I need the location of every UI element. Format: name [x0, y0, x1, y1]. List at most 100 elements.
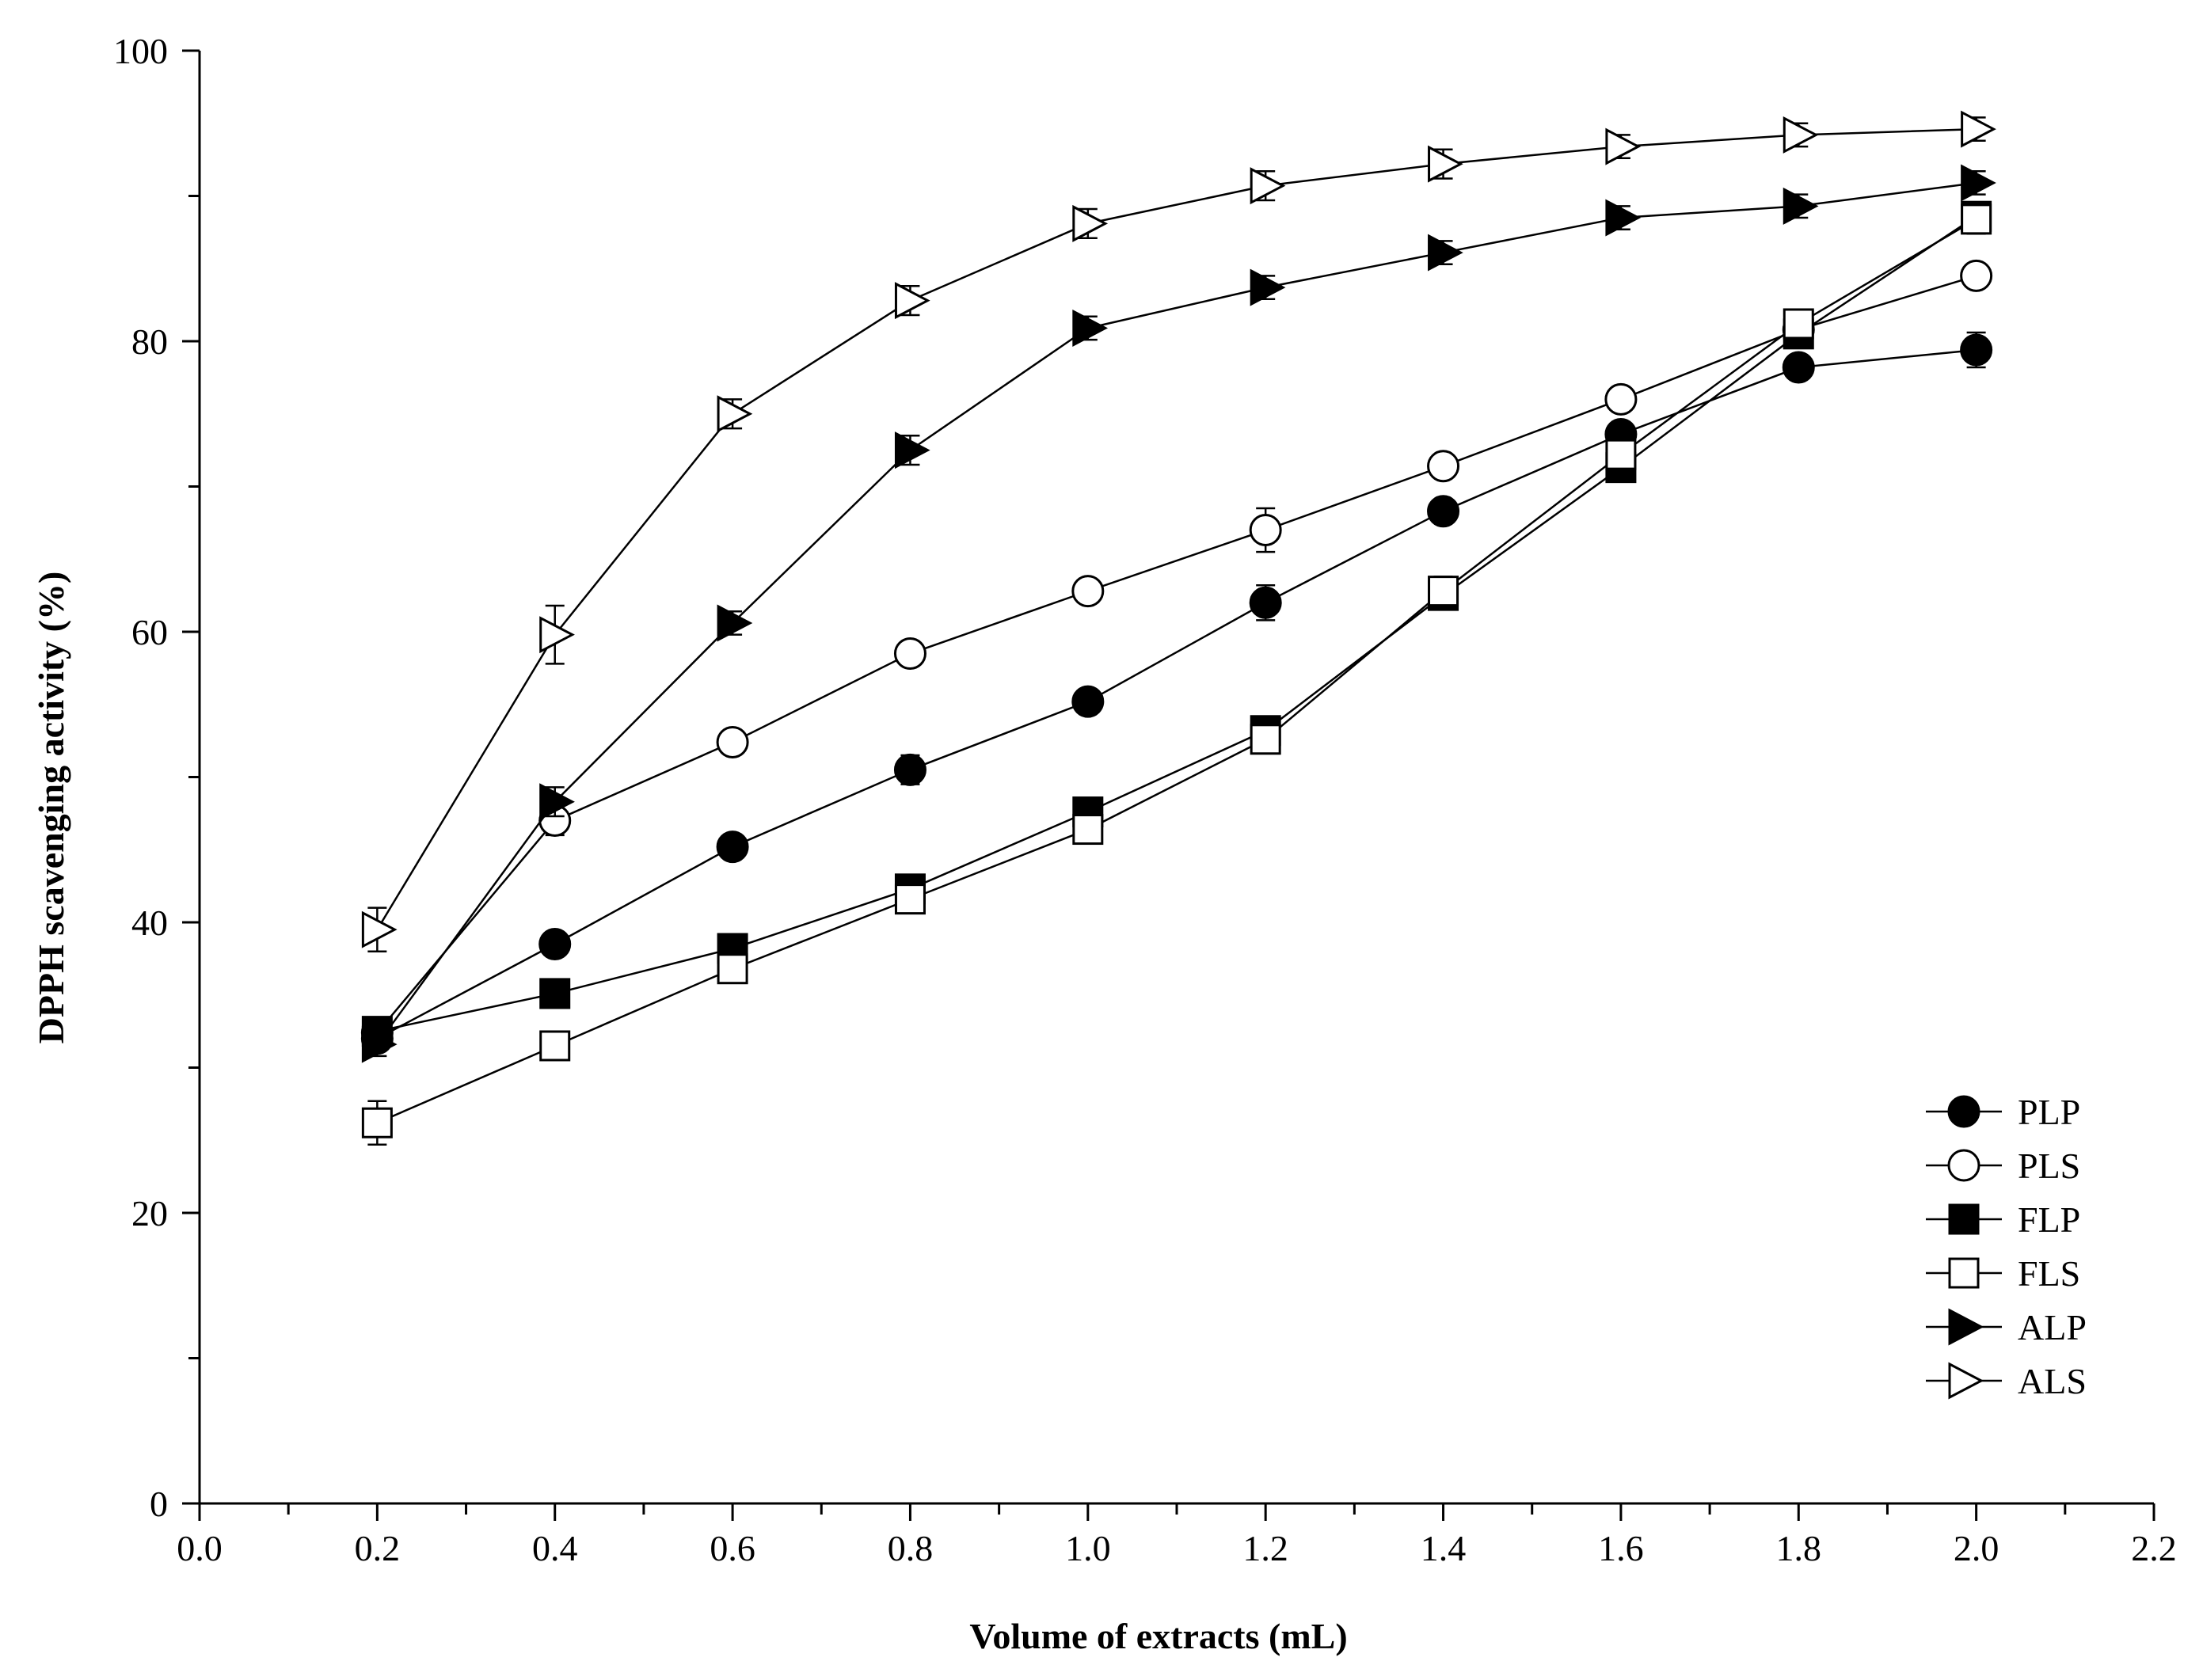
data-point [1249, 514, 1282, 547]
y-tick-label: 20 [131, 1193, 168, 1233]
data-point [1961, 203, 1992, 235]
data-point [1605, 127, 1642, 165]
legend-marker [1948, 1308, 1984, 1346]
x-axis-title: Volume of extracts (mL) [969, 1616, 1347, 1656]
legend-label: FLS [2018, 1253, 2080, 1294]
series-flp [361, 200, 1992, 1047]
y-tick-label: 40 [131, 903, 168, 943]
series-line-als [376, 127, 1977, 930]
series-fls [361, 203, 1992, 1146]
y-tick-label: 60 [131, 612, 168, 652]
data-point [716, 830, 749, 864]
data-point [1428, 145, 1463, 183]
data-point [1071, 685, 1105, 718]
data-point [539, 1030, 571, 1062]
data-point [539, 616, 575, 654]
legend-item-als: ALS [1926, 1361, 2087, 1401]
data-point [1961, 164, 1996, 202]
data-point [1072, 310, 1109, 347]
legend-item-fls: FLS [1926, 1253, 2080, 1294]
data-point [1428, 576, 1459, 607]
data-point [1427, 495, 1460, 528]
legend-marker [1948, 1257, 1980, 1289]
legend-item-flp: FLP [1926, 1199, 2080, 1240]
legend-marker [1948, 1203, 1980, 1235]
y-tick-label: 100 [113, 31, 168, 71]
data-point [1960, 333, 1993, 367]
legend-marker [1947, 1095, 1980, 1128]
data-point [1249, 586, 1282, 619]
legend-item-pls: PLS [1926, 1146, 2080, 1186]
series-line-alp [376, 181, 1977, 1045]
x-tick-label: 1.0 [1065, 1528, 1111, 1568]
legend-label: PLP [2018, 1092, 2080, 1132]
data-point [716, 725, 749, 758]
data-point [1250, 724, 1281, 755]
legend-marker [1947, 1149, 1980, 1182]
legend-label: FLP [2018, 1199, 2080, 1240]
data-point [1604, 382, 1638, 416]
x-tick-label: 0.8 [888, 1528, 934, 1568]
x-tick-label: 0.0 [177, 1528, 223, 1568]
series-alp [361, 164, 1996, 1063]
series-line-fls [376, 218, 1977, 1124]
x-tick-label: 1.2 [1242, 1528, 1288, 1568]
legend-label: ALP [2018, 1307, 2087, 1347]
data-point [1605, 439, 1637, 470]
series-als [361, 110, 1996, 952]
data-point [1427, 450, 1460, 483]
data-point [1961, 110, 1996, 148]
data-point [1428, 234, 1463, 272]
data-point [717, 604, 753, 642]
axes: 0.0 0.2 0.4 0.6 0.8 1.0 1.2 1.4 1.6 1.8 2.0 2.2 0 20 4… [113, 31, 2177, 1568]
data-point [1250, 167, 1286, 205]
legend-item-plp: PLP [1926, 1092, 2080, 1132]
x-tick-label: 0.6 [710, 1528, 755, 1568]
y-tick-label: 80 [131, 321, 168, 362]
data-point [539, 978, 571, 1009]
data-point [1783, 308, 1814, 340]
data-point [1605, 199, 1642, 237]
data-point [1960, 259, 1993, 292]
series-plp [360, 331, 1993, 1055]
legend-item-alp: ALP [1926, 1307, 2087, 1347]
data-point [1072, 204, 1109, 242]
data-point [361, 1107, 393, 1138]
legend-label: ALS [2018, 1361, 2087, 1401]
x-tick-label: 0.2 [355, 1528, 401, 1568]
data-point [361, 910, 398, 948]
y-axis-title: DPPH scavenging activity (%) [31, 572, 71, 1044]
x-tick-label: 1.4 [1421, 1528, 1467, 1568]
legend-label: PLS [2018, 1146, 2080, 1186]
x-tick-label: 1.8 [1776, 1528, 1822, 1568]
data-point [1783, 116, 1819, 154]
data-point [717, 395, 753, 433]
data-point [894, 884, 926, 915]
x-tick-label: 0.4 [532, 1528, 578, 1568]
data-point [894, 431, 930, 469]
data-point [1782, 351, 1815, 384]
legend: PLP PLS FLP FLS ALP ALS [1926, 1092, 2087, 1401]
y-tick-label: 0 [150, 1484, 168, 1524]
series-pls [360, 259, 1993, 1049]
data-point [361, 1025, 398, 1063]
legend-marker [1948, 1362, 1984, 1400]
series-line-plp [376, 348, 1977, 1040]
x-tick-label: 1.6 [1598, 1528, 1644, 1568]
data-point [893, 753, 926, 786]
x-tick-label: 2.2 [2131, 1528, 2177, 1568]
data-point [1072, 814, 1104, 846]
data-point [717, 953, 748, 985]
data-point [1071, 575, 1105, 608]
data-point [894, 282, 930, 320]
data-point [538, 928, 572, 961]
data-point [893, 637, 926, 671]
series-layer [360, 110, 1996, 1146]
data-point [539, 783, 575, 821]
data-point [1250, 268, 1286, 306]
series-line-flp [377, 215, 1977, 1032]
data-point [1783, 187, 1819, 225]
series-line-pls [376, 275, 1977, 1034]
x-tick-label: 2.0 [1954, 1528, 1999, 1568]
